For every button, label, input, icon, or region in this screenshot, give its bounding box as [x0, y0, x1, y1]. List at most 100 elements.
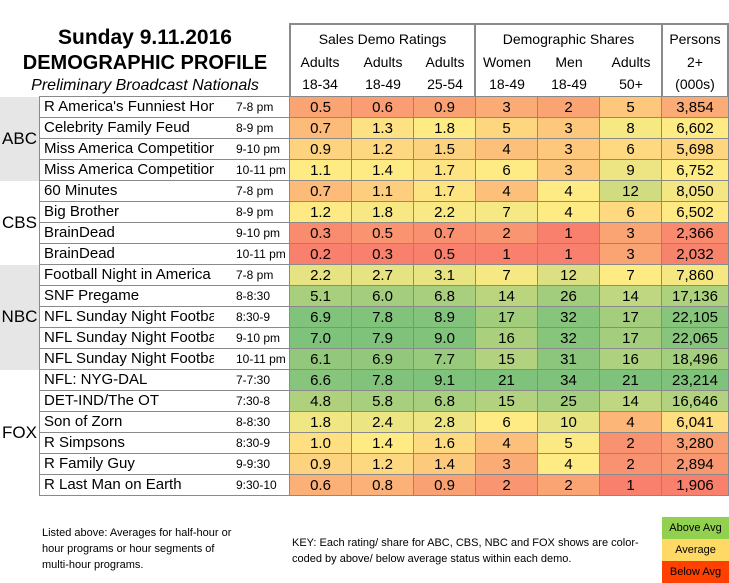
network-label: ABC	[0, 96, 40, 181]
show-time: 10-11 pm	[236, 247, 286, 261]
value-cell: 2	[599, 432, 662, 454]
show-name: NFL Sunday Night Football	[44, 329, 214, 346]
show-name: NFL Sunday Night Football	[44, 308, 214, 325]
header-persons: Persons	[661, 23, 729, 96]
legend-item: Above Avg	[662, 517, 729, 539]
value-cell: 25	[537, 390, 600, 412]
value-cell: 3	[537, 117, 600, 139]
column-header-line: 18-49	[489, 76, 525, 92]
column-header: 2+ (000s)	[664, 51, 726, 95]
value-cell: 2	[537, 474, 600, 496]
show-cell: Big Brother 8-9 pm	[39, 201, 290, 223]
value-cell: 3	[599, 222, 662, 244]
show-time: 9-9:30	[236, 457, 271, 471]
value-cell: 16	[599, 348, 662, 370]
value-cell: 6.1	[289, 348, 352, 370]
show-time: 7:30-8	[236, 394, 271, 408]
value-cell: 2	[537, 96, 600, 118]
value-cell: 7.8	[351, 306, 414, 328]
show-cell: R America's Funniest Home Videos 7-8 pm	[39, 96, 290, 118]
value-cell: 0.9	[413, 96, 476, 118]
value-cell: 7,860	[661, 264, 729, 286]
table-row: SNF Pregame 8-8:30 5.1 6.0 6.8 14 26 14 17,136	[0, 285, 729, 307]
show-name: R Family Guy	[44, 455, 135, 472]
value-cell: 9.1	[413, 369, 476, 391]
value-cell: 0.6	[351, 96, 414, 118]
column-header-line: Adults	[425, 54, 465, 70]
show-time: 7-7:30	[236, 373, 271, 387]
column-header-line: Adults	[363, 54, 403, 70]
show-time: 7-8 pm	[236, 184, 274, 198]
show-time: 7-8 pm	[236, 100, 274, 114]
table-row: NFL Sunday Night Football 10-11 pm 6.1 6.9 7…	[0, 348, 729, 370]
table-row: BrainDead 10-11 pm 0.2 0.3 0.5 1 1 3 2,032	[0, 243, 729, 265]
show-time: 8:30-9	[236, 436, 271, 450]
value-cell: 1.1	[289, 159, 352, 181]
value-cell: 3,854	[661, 96, 729, 118]
show-name: SNF Pregame	[44, 287, 140, 304]
value-cell: 7	[599, 264, 662, 286]
value-cell: 32	[537, 327, 600, 349]
value-cell: 0.8	[351, 474, 414, 496]
table-row: CBS 60 Minutes 7-8 pm 0.7 1.1 1.7 4 4 12 8,050	[0, 180, 729, 265]
show-name: R America's Funniest Home Videos	[44, 98, 214, 115]
show-time: 9-10 pm	[236, 331, 281, 345]
page-subtitle: DEMOGRAPHIC PROFILE	[22, 52, 268, 74]
value-cell: 8,050	[661, 180, 729, 202]
value-cell: 8.9	[413, 306, 476, 328]
value-cell: 10	[537, 411, 600, 433]
value-cell: 4	[537, 453, 600, 475]
value-cell: 15	[475, 348, 538, 370]
value-cell: 5.1	[289, 285, 352, 307]
value-cell: 1.2	[351, 453, 414, 475]
value-cell: 7.8	[351, 369, 414, 391]
value-cell: 1.3	[351, 117, 414, 139]
value-cell: 6,602	[661, 117, 729, 139]
show-cell: NFL Sunday Night Football 10-11 pm	[39, 348, 290, 370]
table-row: Celebrity Family Feud 8-9 pm 0.7 1.3 1.8 5 3 8 6…	[0, 117, 729, 139]
legend-item: Below Avg	[662, 561, 729, 583]
value-cell: 0.9	[413, 474, 476, 496]
value-cell: 4.8	[289, 390, 352, 412]
value-cell: 1.7	[413, 159, 476, 181]
column-header-line: 18-49	[551, 76, 587, 92]
value-cell: 2	[599, 453, 662, 475]
show-cell: Celebrity Family Feud 8-9 pm	[39, 117, 290, 139]
value-cell: 1.8	[413, 117, 476, 139]
column-header-line: 25-54	[427, 76, 463, 92]
show-time: 8:30-9	[236, 310, 271, 324]
show-time: 9-10 pm	[236, 142, 281, 156]
column-header-line: 50+	[619, 76, 643, 92]
show-name: Big Brother	[44, 203, 120, 220]
table-row: FOX NFL: NYG-DAL 7-7:30 6.6 7.8 9.1 21 34 21 23,2…	[0, 369, 729, 496]
show-cell: DET-IND/The OT 7:30-8	[39, 390, 290, 412]
table-row: Miss America Competition 9-10 pm 0.9 1.2 1.5…	[0, 138, 729, 160]
show-time: 9-10 pm	[236, 226, 281, 240]
value-cell: 6	[475, 411, 538, 433]
column-header-line: Men	[555, 54, 583, 70]
column-header-line: (000s)	[675, 76, 715, 92]
show-name: 60 Minutes	[44, 182, 118, 199]
value-cell: 6.0	[351, 285, 414, 307]
value-cell: 5	[537, 432, 600, 454]
table-row: DET-IND/The OT 7:30-8 4.8 5.8 6.8 15 25 14 16,64…	[0, 390, 729, 412]
value-cell: 1	[475, 243, 538, 265]
value-cell: 0.2	[289, 243, 352, 265]
value-cell: 31	[537, 348, 600, 370]
value-cell: 18,496	[661, 348, 729, 370]
value-cell: 26	[537, 285, 600, 307]
value-cell: 14	[599, 285, 662, 307]
show-cell: R Last Man on Earth 9:30-10	[39, 474, 290, 496]
column-header-line: 18-34	[302, 76, 338, 92]
column-header: Adults 50+	[600, 51, 662, 95]
value-cell: 12	[599, 180, 662, 202]
value-cell: 14	[475, 285, 538, 307]
value-cell: 0.6	[289, 474, 352, 496]
show-name: R Simpsons	[44, 434, 125, 451]
column-header: Women 18-49	[476, 51, 538, 95]
value-cell: 6,752	[661, 159, 729, 181]
value-cell: 0.3	[351, 243, 414, 265]
value-cell: 0.9	[289, 138, 352, 160]
value-cell: 12	[537, 264, 600, 286]
